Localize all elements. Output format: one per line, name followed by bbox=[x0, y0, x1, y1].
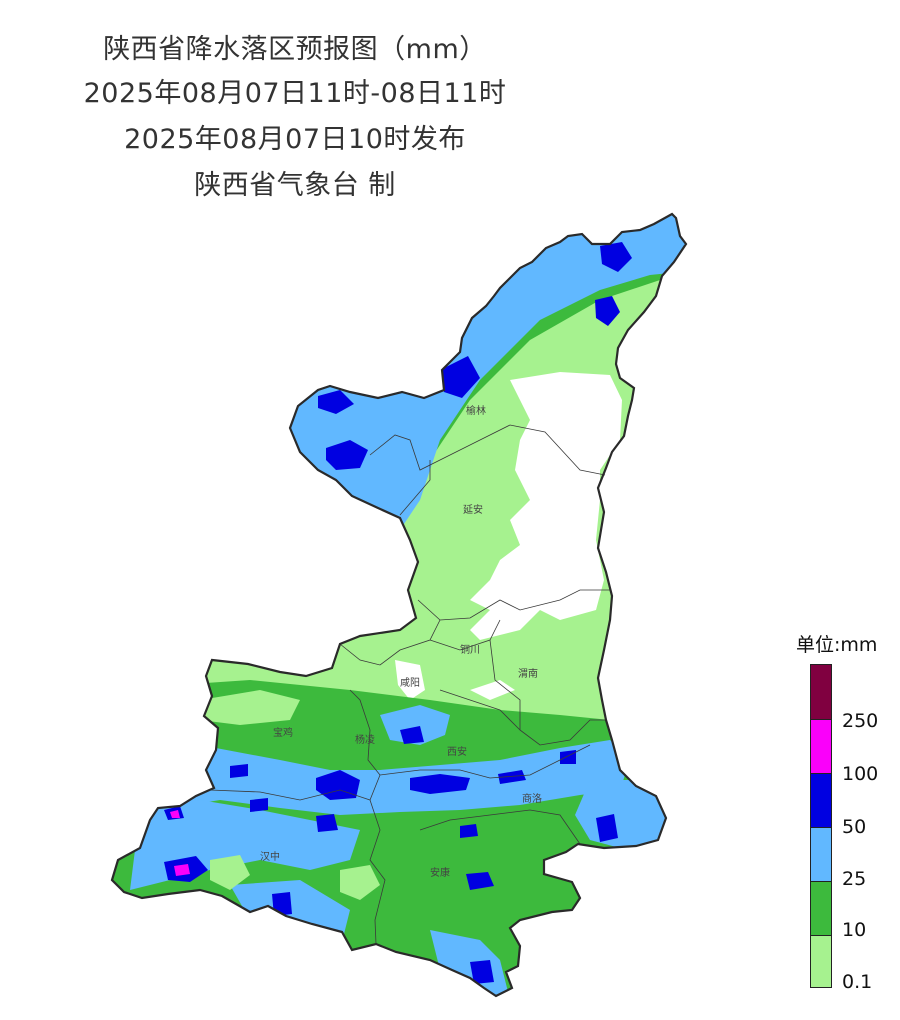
legend-unit-label: 单位:mm bbox=[796, 634, 878, 656]
city-labels: 榆林 延安 铜川 咸阳 渭南 宝鸡 杨凌 西安 商洛 汉中 安康 bbox=[260, 404, 542, 879]
forecast-period: 2025年08月07日11时-08日11时 bbox=[83, 78, 507, 109]
city-label-shangluo: 商洛 bbox=[522, 792, 542, 805]
city-label-tongchuan: 铜川 bbox=[460, 644, 480, 656]
legend-tick-0.1: 0.1 bbox=[842, 971, 873, 993]
province-outline bbox=[110, 212, 688, 998]
city-label-ankang: 安康 bbox=[430, 866, 450, 879]
legend-tick-100: 100 bbox=[842, 763, 879, 785]
legend-swatch-250-plus bbox=[811, 665, 831, 719]
issuer: 陕西省气象台 制 bbox=[194, 170, 396, 201]
precipitation-legend: 单位:mm 250 100 50 25 10 0.1 bbox=[796, 630, 900, 1000]
city-boundaries bbox=[209, 424, 610, 945]
city-label-yangling: 杨凌 bbox=[355, 733, 375, 746]
legend-swatch-10-25 bbox=[811, 881, 831, 935]
precipitation-areas bbox=[112, 214, 686, 996]
city-label-xianyang: 咸阳 bbox=[400, 677, 420, 689]
legend-swatch-0.1-10 bbox=[811, 935, 831, 987]
legend-tick-25: 25 bbox=[842, 868, 867, 890]
legend-swatch-25-50 bbox=[811, 827, 831, 881]
city-label-baoji: 宝鸡 bbox=[273, 726, 293, 739]
city-label-xian: 西安 bbox=[447, 745, 467, 758]
city-label-weinan: 渭南 bbox=[518, 667, 538, 680]
legend-tick-250: 250 bbox=[842, 710, 879, 732]
legend-tick-50: 50 bbox=[842, 816, 867, 838]
legend-swatch-50-100 bbox=[811, 773, 831, 827]
legend-color-bar bbox=[810, 664, 832, 988]
map-title: 陕西省降水落区预报图（mm） bbox=[103, 34, 487, 65]
legend-tick-10: 10 bbox=[842, 919, 867, 941]
city-label-yulin: 榆林 bbox=[466, 404, 486, 417]
city-label-yanan: 延安 bbox=[463, 503, 483, 516]
issue-time: 2025年08月07日10时发布 bbox=[124, 124, 466, 155]
city-label-hanzhong: 汉中 bbox=[260, 850, 280, 863]
legend-swatch-100-250 bbox=[811, 719, 831, 773]
